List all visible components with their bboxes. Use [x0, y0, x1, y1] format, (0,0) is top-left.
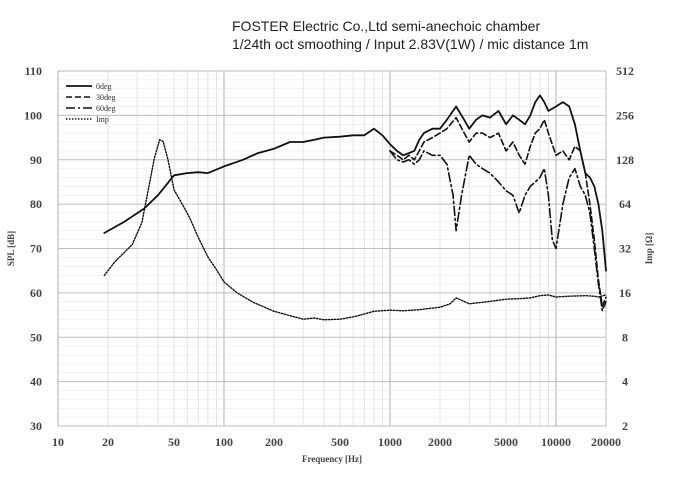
x-tick-label: 50: [168, 435, 180, 449]
series-line-imp: [103, 139, 607, 321]
y2-tick-label: 2: [622, 419, 628, 433]
x-tick-label: 200: [265, 435, 283, 449]
series-line-0deg: [103, 94, 607, 272]
y2-tick-label: 128: [616, 153, 634, 167]
y-tick-label: 40: [30, 375, 42, 389]
x-tick-label: 20: [102, 435, 114, 449]
series-line-60deg: [389, 150, 607, 312]
x-tick-label: 1000: [378, 435, 402, 449]
y-tick-label: 90: [30, 153, 42, 167]
x-tick-label: 5000: [494, 435, 518, 449]
series-lines: [103, 94, 607, 321]
y-tick-label: 110: [25, 64, 42, 78]
x-tick-label: 100: [215, 435, 233, 449]
y2-tick-label: 32: [619, 242, 631, 256]
y-tick-label: 30: [30, 419, 42, 433]
legend-label: 0deg: [96, 82, 112, 91]
y-tick-label: 60: [30, 286, 42, 300]
x-tick-label: 500: [331, 435, 349, 449]
y2-tick-label: 16: [619, 286, 631, 300]
chart-header-line-1: FOSTER Electric Co.,Ltd semi-anechoic ch…: [232, 18, 540, 34]
legend-label: Imp: [96, 115, 109, 124]
plot-frame: [57, 70, 607, 427]
y-tick-label: 70: [30, 242, 42, 256]
y2-axis-label: Imp [Ω]: [644, 233, 654, 264]
x-tick-label: 20000: [591, 435, 621, 449]
legend-label: 60deg: [96, 104, 116, 113]
x-tick-label: 2000: [428, 435, 452, 449]
y2-tick-label: 512: [616, 64, 634, 78]
y-tick-label: 50: [30, 330, 42, 344]
y2-tick-label: 4: [622, 375, 628, 389]
series-line-30deg: [389, 116, 607, 307]
y2-tick-label: 64: [619, 197, 631, 211]
x-tick-label: 10: [52, 435, 64, 449]
y-axis-label: SPL [dB]: [6, 231, 16, 266]
legend-label: 30deg: [96, 93, 116, 102]
y-tick-label: 80: [30, 197, 42, 211]
chart-header-line-2: 1/24th oct smoothing / Input 2.83V(1W) /…: [232, 36, 588, 52]
axis-ticks: 10 20 50 100 200 500 1000 2000 5000 10000 20000 30 4…: [24, 64, 634, 449]
x-tick-label: 10000: [541, 435, 571, 449]
legend: 0deg 30deg 60deg Imp: [66, 82, 116, 124]
y2-tick-label: 256: [616, 108, 634, 122]
y2-tick-label: 8: [622, 330, 628, 344]
y-tick-label: 100: [24, 108, 42, 122]
x-axis-label: Frequency [Hz]: [302, 454, 362, 464]
